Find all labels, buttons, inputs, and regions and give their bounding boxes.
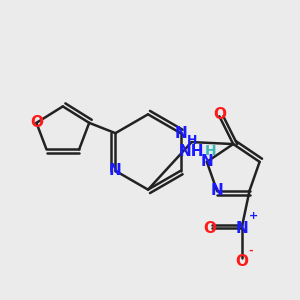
- Text: NH: NH: [179, 145, 204, 160]
- Text: -: -: [248, 246, 253, 256]
- Text: N: N: [211, 183, 223, 198]
- Text: +: +: [248, 212, 258, 221]
- Text: N: N: [200, 154, 213, 169]
- Text: O: O: [30, 115, 43, 130]
- Text: N: N: [109, 163, 122, 178]
- Text: H: H: [205, 144, 217, 158]
- Text: O: O: [213, 107, 226, 122]
- Text: N: N: [174, 126, 187, 141]
- Text: H: H: [186, 134, 197, 147]
- Text: N: N: [235, 221, 248, 236]
- Text: O: O: [235, 254, 248, 269]
- Text: O: O: [203, 221, 216, 236]
